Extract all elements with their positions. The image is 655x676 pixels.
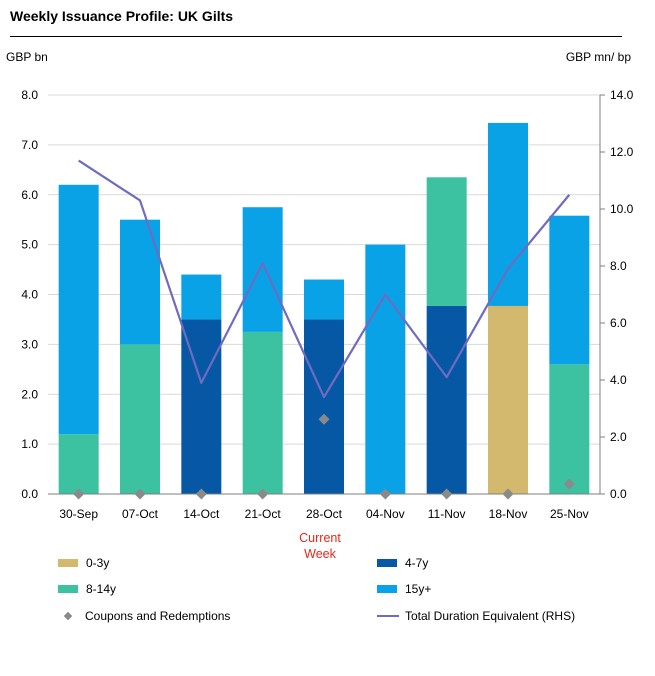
coupon-marker-14-Oct (195, 488, 207, 500)
bar-b15y-04-Nov (365, 244, 406, 494)
coupon-marker-25-Nov (563, 478, 575, 490)
x-tick-label: 11-Nov (428, 507, 466, 521)
y-right-tick-label: 0.0 (610, 487, 627, 501)
y-right-tick-label: 8.0 (610, 259, 627, 273)
x-tick-label: 21-Oct (245, 507, 282, 521)
y-left-tick-label: 2.0 (21, 387, 38, 401)
y-right-tick-label: 10.0 (610, 202, 634, 216)
x-tick-label: 18-Nov (489, 507, 528, 521)
x-tick-label: 07-Oct (122, 507, 159, 521)
y-left-tick-label: 8.0 (21, 88, 38, 102)
x-tick-label: 04-Nov (366, 507, 405, 521)
legend-swatch-8-14y (58, 585, 78, 593)
y-left-tick-label: 1.0 (21, 437, 38, 451)
legend-swatch-4-7y (377, 559, 397, 567)
bar-b15y-25-Nov (549, 215, 590, 365)
legend-diamond-icon (63, 611, 73, 621)
bar-b15y-28-Oct (304, 279, 344, 320)
x-tick-label: 28-Oct (306, 507, 343, 521)
legend-label: Coupons and Redemptions (85, 609, 231, 623)
right-axis-unit: GBP mn/ bp (565, 50, 631, 64)
bar-b15y-30-Sep (58, 184, 99, 435)
y-right-tick-label: 2.0 (610, 430, 627, 444)
y-right-tick-label: 14.0 (610, 88, 634, 102)
y-left-tick-label: 7.0 (21, 138, 38, 152)
duration-line (78, 159, 571, 399)
bar-b0_3y-18-Nov (488, 305, 528, 494)
legend-swatch-15y-plus (377, 585, 397, 593)
coupon-marker-04-Nov (379, 488, 391, 500)
bar-b4_7y-11-Nov (426, 305, 467, 494)
bar-b4_7y-14-Oct (181, 319, 222, 494)
legend-item-8-14y: 8-14y (58, 581, 116, 597)
legend-swatch-0-3y (58, 559, 78, 567)
legend-label: 15y+ (405, 582, 432, 596)
legend-item-duration: Total Duration Equivalent (RHS) (377, 608, 575, 624)
bar-b8_14y-30-Sep (58, 434, 99, 494)
bar-b8_14y-25-Nov (549, 364, 590, 494)
x-tick-label: 30-Sep (59, 507, 98, 521)
legend-line-icon (377, 615, 399, 617)
legend-label: 4-7y (405, 556, 429, 570)
y-right-tick-label: 12.0 (610, 145, 634, 159)
current-week-label: Current Week (299, 531, 341, 561)
legend-item-0-3y: 0-3y (58, 555, 109, 571)
left-axis-unit: GBP bn (6, 50, 48, 64)
bar-b8_14y-07-Oct (120, 344, 160, 494)
y-left-tick-label: 3.0 (21, 337, 38, 351)
chart-title: Weekly Issuance Profile: UK Gilts (10, 8, 234, 24)
x-tick-label: 25-Nov (550, 507, 589, 521)
coupon-marker-30-Sep (73, 488, 85, 500)
coupon-marker-28-Oct (318, 413, 330, 425)
legend-item-coupons: Coupons and Redemptions (58, 608, 230, 624)
legend-item-4-7y: 4-7y (377, 555, 428, 571)
coupon-marker-18-Nov (502, 488, 514, 500)
y-left-tick-label: 0.0 (21, 487, 38, 501)
legend-item-15y-plus: 15y+ (377, 581, 431, 597)
bar-b15y-21-Oct (242, 207, 283, 332)
bar-b15y-14-Oct (181, 274, 222, 320)
coupon-marker-21-Oct (257, 488, 269, 500)
bar-b15y-18-Nov (488, 122, 528, 306)
coupon-marker-11-Nov (441, 488, 453, 500)
title-divider (10, 36, 622, 37)
bar-b8_14y-11-Nov (426, 177, 467, 306)
y-left-tick-label: 5.0 (21, 238, 38, 252)
coupon-marker-07-Oct (134, 488, 146, 500)
bar-b4_7y-28-Oct (304, 319, 344, 494)
legend-label: Total Duration Equivalent (RHS) (405, 609, 576, 623)
legend-label: 8-14y (86, 582, 117, 596)
legend-label: 0-3y (86, 556, 110, 570)
y-right-tick-label: 4.0 (610, 373, 627, 387)
y-left-tick-label: 6.0 (21, 188, 38, 202)
bar-b15y-07-Oct (120, 219, 160, 345)
y-right-tick-label: 6.0 (610, 316, 627, 330)
x-tick-label: 14-Oct (183, 507, 220, 521)
y-left-tick-label: 4.0 (21, 288, 38, 302)
bar-b8_14y-21-Oct (242, 331, 283, 494)
